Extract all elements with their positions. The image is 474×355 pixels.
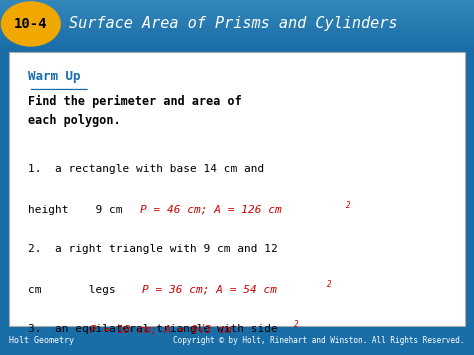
Text: 2: 2 <box>294 320 299 328</box>
Circle shape <box>1 2 60 46</box>
Text: Holt Geometry: Holt Geometry <box>9 336 74 345</box>
FancyBboxPatch shape <box>0 26 474 29</box>
FancyBboxPatch shape <box>0 14 474 17</box>
FancyBboxPatch shape <box>0 31 474 34</box>
FancyBboxPatch shape <box>0 0 474 48</box>
FancyBboxPatch shape <box>0 22 474 24</box>
FancyBboxPatch shape <box>0 0 474 2</box>
Text: 2: 2 <box>327 280 332 289</box>
FancyBboxPatch shape <box>0 17 474 19</box>
Text: P = 18 cm; A = 9√3 cm: P = 18 cm; A = 9√3 cm <box>90 324 232 334</box>
FancyBboxPatch shape <box>0 5 474 7</box>
Text: 1.  a rectangle with base 14 cm and: 1. a rectangle with base 14 cm and <box>28 164 264 174</box>
FancyBboxPatch shape <box>0 2 474 5</box>
FancyBboxPatch shape <box>0 19 474 22</box>
Text: Warm Up: Warm Up <box>28 70 81 83</box>
FancyBboxPatch shape <box>9 52 465 326</box>
FancyBboxPatch shape <box>0 34 474 36</box>
FancyBboxPatch shape <box>0 24 474 26</box>
Text: 2: 2 <box>346 201 351 209</box>
Text: 3.  an equilateral triangle with side: 3. an equilateral triangle with side <box>28 324 278 334</box>
FancyBboxPatch shape <box>0 36 474 38</box>
Text: height    9 cm: height 9 cm <box>28 205 123 215</box>
Text: 2.  a right triangle with 9 cm and 12: 2. a right triangle with 9 cm and 12 <box>28 244 278 254</box>
FancyBboxPatch shape <box>0 12 474 14</box>
FancyBboxPatch shape <box>0 327 474 355</box>
FancyBboxPatch shape <box>0 29 474 31</box>
FancyBboxPatch shape <box>0 10 474 12</box>
Text: 10-4: 10-4 <box>14 17 47 31</box>
Text: cm       legs: cm legs <box>28 285 116 295</box>
FancyBboxPatch shape <box>0 7 474 10</box>
Text: P = 36 cm; A = 54 cm: P = 36 cm; A = 54 cm <box>142 285 277 295</box>
Text: Find the perimeter and area of
each polygon.: Find the perimeter and area of each poly… <box>28 95 242 127</box>
Text: P = 46 cm; A = 126 cm: P = 46 cm; A = 126 cm <box>140 205 282 215</box>
Text: Copyright © by Holt, Rinehart and Winston. All Rights Reserved.: Copyright © by Holt, Rinehart and Winsto… <box>173 336 465 345</box>
Text: Surface Area of Prisms and Cylinders: Surface Area of Prisms and Cylinders <box>69 16 397 32</box>
